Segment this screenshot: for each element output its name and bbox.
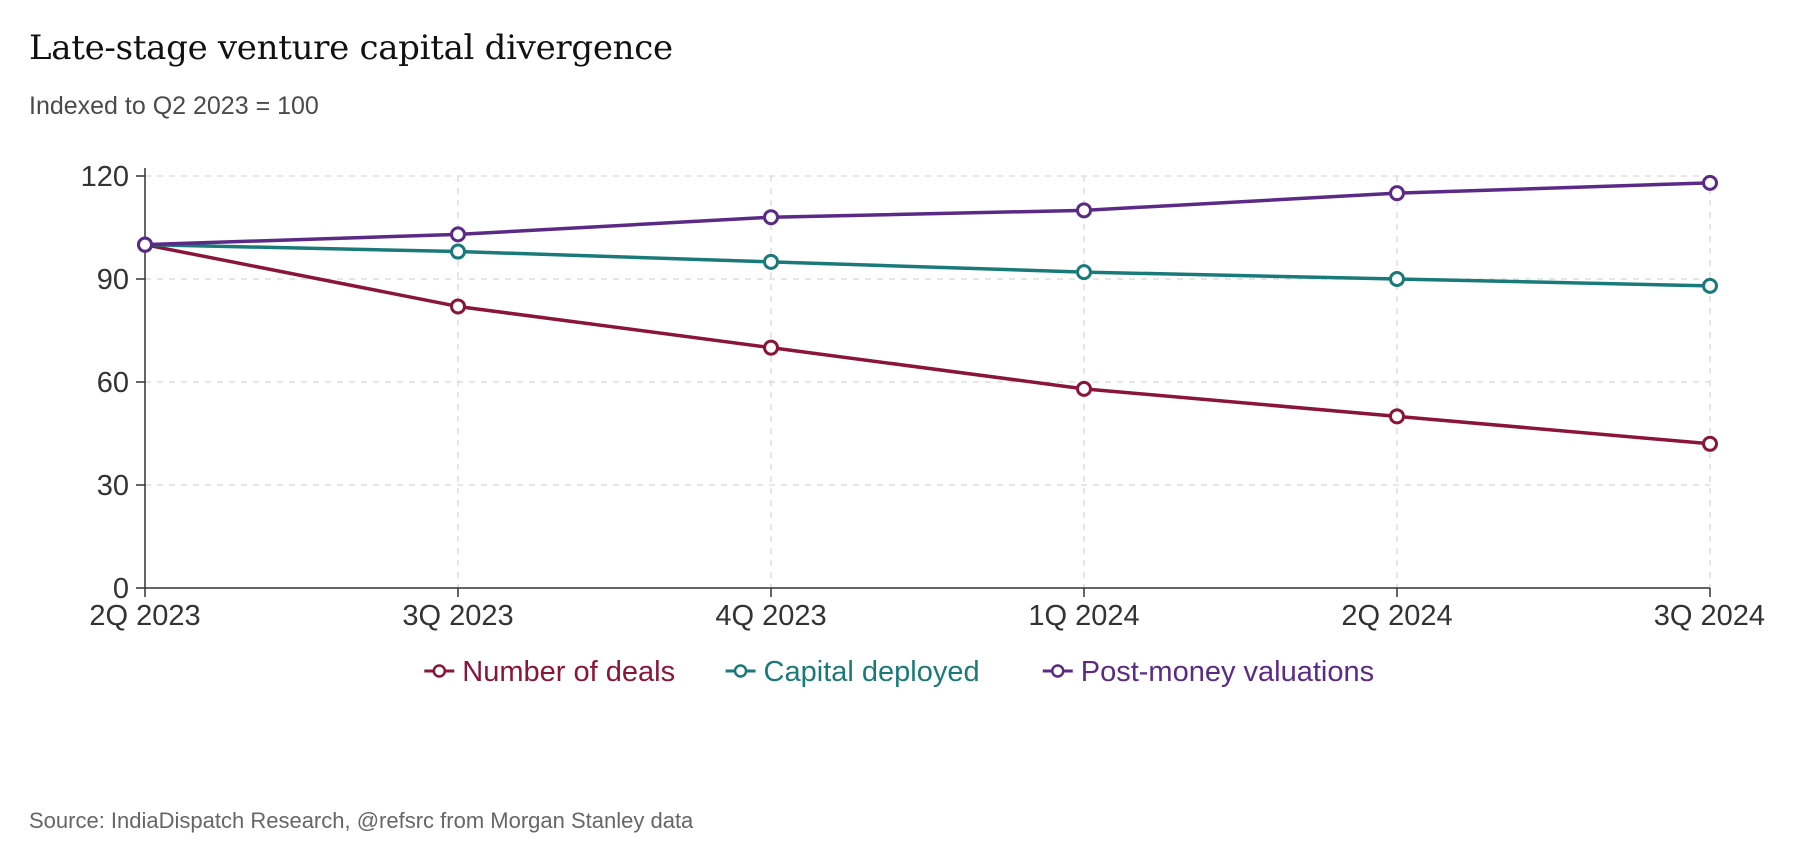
data-point [450,243,466,260]
x-tick-label: 3Q 2023 [402,600,513,632]
series-3 [137,174,1718,253]
data-point [1076,264,1092,281]
legend-item: Number of deals [424,656,675,688]
x-tick-label: 4Q 2023 [715,600,826,632]
x-tick-label: 3Q 2024 [1654,600,1765,632]
series-lines [137,174,1718,452]
data-point [1076,380,1092,397]
data-point [1702,435,1718,452]
data-point [1389,185,1405,202]
data-point [1389,271,1405,287]
data-point [1702,174,1718,191]
series-1 [137,236,1718,452]
legend-label: Capital deployed [764,656,980,688]
x-tick-label: 2Q 2024 [1341,600,1452,632]
series-2 [137,236,1718,294]
legend: Number of deals Capital deployed Post-mone… [424,656,1374,688]
legend-marker [733,664,748,678]
source-note: Source: IndiaDispatch Research, @refsrc … [29,808,694,833]
legend-marker [1051,664,1065,678]
legend-item: Capital deployed [725,656,980,688]
data-point [137,236,153,253]
x-tick-label: 1Q 2024 [1028,600,1139,632]
data-point [450,226,466,243]
x-tick-label: 2Q 2023 [89,600,200,632]
data-point [450,298,466,315]
data-point [1389,408,1405,425]
series-line [144,242,1711,288]
data-point [1076,202,1092,219]
y-tick-label: 60 [97,367,129,399]
y-tick-label: 0 [113,573,129,605]
axes: 0 30 60 90 120 2Q 2023 3Q 2023 4Q 2023 1Q 2024 2Q… [81,161,1765,632]
chart-subtitle: Indexed to Q2 2023 = 100 [29,92,319,120]
series-line [144,181,1711,247]
legend-marker [432,664,447,678]
legend-label: Post-money valuations [1081,656,1374,688]
y-tick-label: 120 [81,161,129,193]
y-tick-label: 90 [97,264,129,296]
data-point [763,209,779,226]
chart-title: Late-stage venture capital divergence [29,28,673,68]
y-tick-label: 30 [97,470,129,502]
series-line [144,242,1711,446]
data-point [763,253,779,270]
legend-item: Post-money valuations [1042,656,1374,688]
data-point [1702,277,1718,294]
data-point [763,339,779,356]
legend-label: Number of deals [462,656,675,688]
